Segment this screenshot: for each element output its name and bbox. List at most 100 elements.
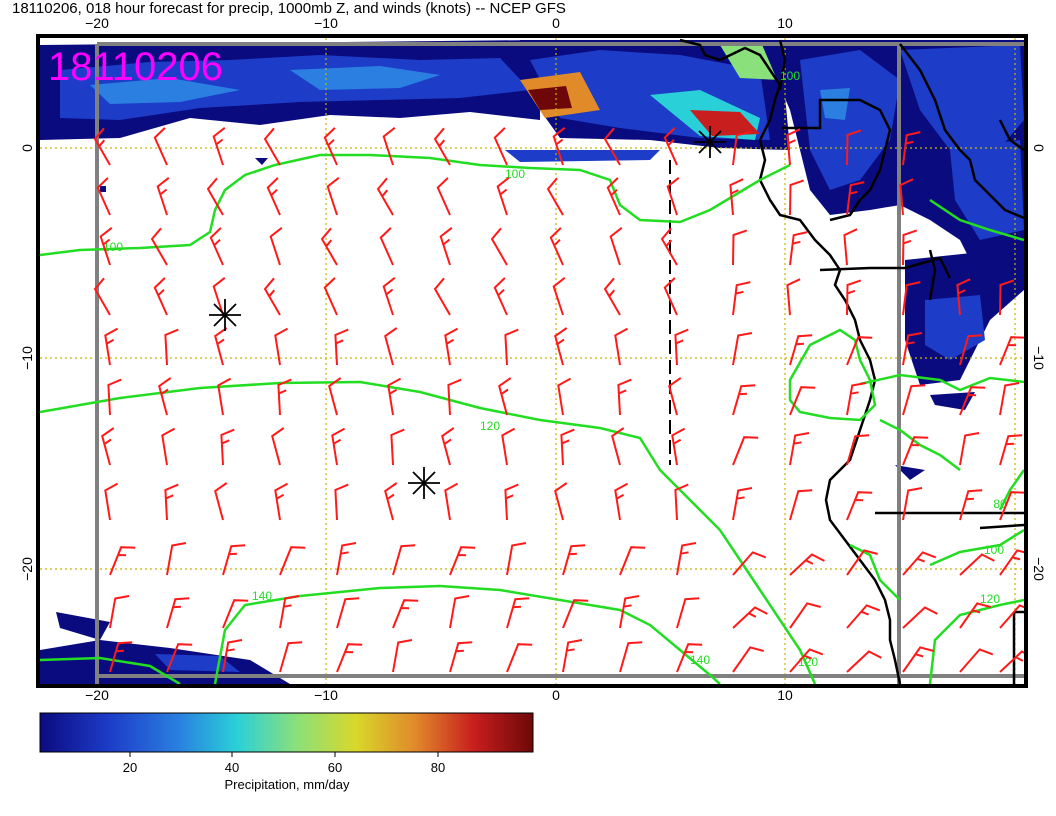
date-stamp: 18110206 [48, 45, 223, 89]
wind-barb [274, 327, 289, 366]
wind-barb [334, 328, 349, 366]
wind-barb [493, 277, 508, 316]
contour-label: 100 [103, 240, 123, 254]
wind-barb [490, 227, 508, 266]
wind-barb [959, 648, 994, 673]
pressure-center-markers [209, 126, 726, 499]
wind-barb [552, 277, 566, 316]
wind-barb [392, 639, 413, 673]
wind-barb [732, 384, 756, 416]
wind-barb [109, 546, 136, 576]
right-tick-label: −10 [1031, 346, 1047, 370]
wind-barb [557, 377, 572, 416]
left-tick-label: −20 [19, 557, 35, 581]
wind-barb [390, 428, 405, 466]
wind-barb [323, 127, 338, 166]
wind-barb [222, 544, 246, 576]
right-tick-label: 0 [1031, 144, 1047, 152]
bottom-tick-label: 10 [777, 687, 793, 703]
wind-barb [674, 483, 689, 521]
colorbar-title: Precipitation, mm/day [225, 777, 350, 792]
wind-barb [506, 597, 530, 629]
wind-barb [392, 599, 419, 629]
wind-barb [732, 281, 751, 316]
wind-barb [379, 227, 394, 266]
wind-barb [506, 542, 527, 576]
contour-label: 100 [780, 69, 800, 83]
wind-barb [222, 599, 249, 629]
wind-barb [902, 646, 934, 673]
asterisk-icon [408, 467, 440, 499]
wind-barb [96, 177, 111, 216]
wind-barb [660, 227, 678, 266]
wind-barb [603, 127, 621, 166]
wind-barb [846, 129, 862, 166]
wind-barb [214, 327, 228, 366]
wind-barb [603, 277, 621, 316]
wind-barb [732, 646, 764, 673]
wind-barb [166, 542, 187, 576]
wind-barb [999, 604, 1024, 629]
wind-barb [666, 177, 680, 216]
wind-barb [328, 377, 342, 416]
wind-barb [846, 491, 873, 521]
wind-barb [549, 227, 564, 266]
wind-barb [220, 428, 235, 466]
wind-barb [439, 227, 453, 266]
wind-barb [376, 177, 394, 216]
wind-barb [846, 604, 881, 629]
wind-barb [789, 334, 813, 366]
wind-barb [959, 553, 995, 576]
wind-barb [789, 553, 825, 576]
wind-barb [846, 382, 867, 416]
wind-barb [384, 482, 398, 521]
wind-barb [444, 482, 459, 521]
wind-barb [166, 643, 193, 673]
wind-barb [506, 643, 533, 673]
colorbar-tick-label: 60 [328, 760, 342, 775]
wind-barb [449, 595, 470, 629]
wind-barb [326, 177, 340, 216]
wind-barb [606, 177, 621, 216]
wind-barb [611, 427, 625, 466]
wind-barb [663, 277, 678, 316]
wind-barb [732, 332, 753, 366]
wind-barb [501, 427, 516, 466]
wind-barb [668, 377, 682, 416]
wind-barb [271, 427, 285, 466]
wind-barb [334, 483, 349, 521]
asterisk-icon [694, 126, 726, 158]
top-tick-label: −20 [85, 15, 109, 31]
precip-colorbar: 20 40 60 80 Precipitation, mm/day [39, 712, 534, 792]
wind-barb [209, 227, 224, 266]
wind-barb [331, 427, 346, 466]
wind-barb [382, 277, 396, 316]
wind-barb [959, 386, 986, 416]
wind-barb [671, 427, 686, 466]
wind-barb [614, 327, 629, 366]
wind-barb [93, 277, 111, 316]
wind-barb [789, 231, 808, 266]
wind-barb [789, 648, 824, 673]
wind-barb [274, 482, 289, 521]
wind-barb [441, 427, 455, 466]
wind-barb [109, 641, 133, 673]
wind-barb [109, 595, 130, 629]
wind-barb [320, 227, 338, 266]
wind-barb [786, 278, 801, 316]
bottom-tick-label: −20 [85, 687, 109, 703]
wind-barb [789, 386, 816, 416]
right-axis: 0 −10 −20 [1031, 144, 1047, 581]
wind-barb [161, 427, 176, 466]
wind-barb [959, 334, 983, 366]
wind-barb [266, 177, 281, 216]
wind-barb [554, 482, 568, 521]
wind-barb [263, 127, 281, 166]
wind-barb [902, 436, 929, 466]
wind-barb [999, 382, 1020, 416]
wind-barb [444, 327, 459, 366]
wind-barb [902, 229, 918, 266]
wind-barb [732, 229, 748, 266]
wind-barb [384, 327, 398, 366]
wind-barb [999, 434, 1023, 466]
